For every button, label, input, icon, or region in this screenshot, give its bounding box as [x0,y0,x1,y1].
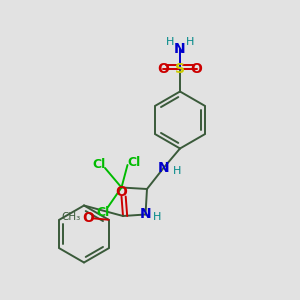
Text: O: O [82,211,94,225]
Text: Cl: Cl [128,156,141,169]
Text: H: H [166,37,174,47]
Text: Cl: Cl [96,206,109,219]
Text: H: H [186,37,194,47]
Text: N: N [174,42,186,56]
Text: S: S [175,62,185,76]
Text: H: H [173,166,181,176]
Text: N: N [158,161,169,175]
Text: O: O [190,62,202,76]
Text: O: O [158,62,169,76]
Text: N: N [140,208,151,221]
Text: O: O [116,185,128,199]
Text: CH₃: CH₃ [61,212,81,222]
Text: H: H [153,212,162,223]
Text: Cl: Cl [92,158,106,172]
